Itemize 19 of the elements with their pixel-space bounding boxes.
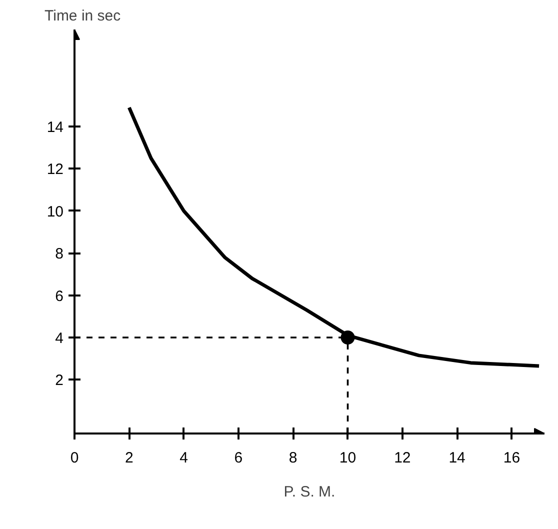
x-tick-label: 12 — [394, 450, 411, 466]
x-tick-label: 14 — [448, 450, 466, 466]
y-tick-label: 14 — [46, 119, 64, 136]
y-tick-label: 4 — [55, 330, 64, 348]
x-axis-title: P. S. M. — [284, 484, 336, 500]
y-tick-label: 8 — [55, 246, 64, 263]
x-tick-label: 8 — [288, 450, 298, 466]
line-series — [127, 106, 541, 368]
x-tick-label: 4 — [180, 450, 188, 466]
y-tick-label: 12 — [46, 161, 64, 178]
x-tick-label: 6 — [234, 450, 243, 466]
y-tick-label: 10 — [46, 203, 64, 220]
y-axis-title: Time in sec — [44, 8, 122, 24]
x-tick-label: 0 — [70, 450, 79, 466]
x-tick-label: 10 — [339, 450, 356, 466]
y-tick-label: 6 — [55, 288, 64, 305]
x-tick-label: 16 — [503, 450, 520, 466]
y-tick-label: 2 — [55, 372, 64, 390]
x-tick-label: 2 — [124, 450, 134, 466]
